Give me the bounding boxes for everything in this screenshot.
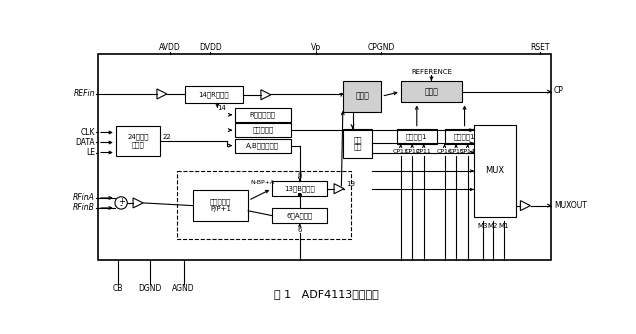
Bar — [272, 208, 328, 223]
Text: REFERENCE: REFERENCE — [411, 69, 452, 75]
Text: 19: 19 — [346, 181, 355, 187]
Text: 图 1   ADF4113原理框图: 图 1 ADF4113原理框图 — [273, 289, 378, 299]
Text: 双模预分频
P/P+1: 双模预分频 P/P+1 — [210, 199, 231, 212]
Circle shape — [298, 193, 301, 196]
Bar — [397, 129, 437, 144]
Bar — [272, 181, 328, 196]
Text: CPGND: CPGND — [368, 43, 395, 52]
Text: 13位B计数器: 13位B计数器 — [284, 185, 315, 192]
Bar — [235, 108, 291, 122]
Text: RFinB: RFinB — [73, 203, 95, 212]
Circle shape — [115, 197, 127, 209]
Text: M1: M1 — [499, 223, 509, 229]
Text: 电流设置1: 电流设置1 — [406, 133, 427, 140]
Text: 14: 14 — [217, 105, 226, 111]
Text: 22: 22 — [162, 134, 171, 140]
Text: 功能锁存器: 功能锁存器 — [252, 127, 273, 134]
Bar — [343, 129, 372, 158]
Text: CP13: CP13 — [392, 149, 408, 154]
Text: AVDD: AVDD — [159, 43, 181, 52]
Bar — [185, 86, 243, 103]
Bar — [474, 125, 516, 217]
Text: 6位A计数器: 6位A计数器 — [287, 212, 313, 219]
Text: 24位输入
寄存器: 24位输入 寄存器 — [127, 134, 149, 148]
Text: LE: LE — [86, 148, 95, 157]
Polygon shape — [520, 201, 530, 211]
Bar — [445, 129, 485, 144]
Bar — [193, 190, 248, 221]
Bar — [177, 171, 350, 239]
Text: MUXOUT: MUXOUT — [554, 201, 587, 210]
Text: RSET: RSET — [530, 43, 550, 52]
Text: 鉴相器: 鉴相器 — [355, 92, 369, 101]
Text: CP12: CP12 — [404, 149, 420, 154]
Text: -: - — [120, 201, 123, 210]
Text: 电流设置1: 电流设置1 — [454, 133, 475, 140]
Text: CP: CP — [554, 86, 563, 95]
Bar — [343, 81, 382, 112]
Text: CB: CB — [113, 284, 123, 293]
Text: M3: M3 — [478, 223, 488, 229]
Polygon shape — [133, 198, 143, 208]
Text: AGND: AGND — [172, 284, 195, 293]
Text: MUX: MUX — [485, 166, 504, 175]
Bar — [98, 54, 551, 260]
Text: RFinA: RFinA — [73, 193, 95, 202]
Text: REFin: REFin — [73, 90, 95, 99]
Bar — [116, 126, 160, 156]
Circle shape — [298, 193, 301, 196]
Text: CP15: CP15 — [448, 149, 464, 154]
Text: DVDD: DVDD — [199, 43, 222, 52]
Text: R计数锁存器: R计数锁存器 — [250, 112, 276, 118]
Text: M2: M2 — [488, 223, 498, 229]
Text: CLK: CLK — [80, 128, 95, 137]
Bar — [401, 81, 462, 103]
Text: CP14: CP14 — [460, 149, 476, 154]
Bar — [235, 139, 291, 153]
Polygon shape — [334, 184, 344, 194]
Text: DATA: DATA — [75, 138, 95, 147]
Text: 14位R计数器: 14位R计数器 — [198, 92, 229, 98]
Text: 电荷泵: 电荷泵 — [424, 87, 438, 96]
Text: 6: 6 — [298, 226, 302, 232]
Text: DGND: DGND — [139, 284, 162, 293]
Bar — [235, 123, 291, 137]
Text: 锁定
检测: 锁定 检测 — [353, 136, 362, 150]
Text: CP16: CP16 — [437, 149, 452, 154]
Polygon shape — [261, 90, 271, 100]
Text: A,B计数锁存器: A,B计数锁存器 — [246, 142, 279, 149]
Text: N-BP+A: N-BP+A — [251, 180, 275, 185]
Polygon shape — [157, 89, 167, 99]
Text: Vp: Vp — [311, 43, 321, 52]
Text: CP11: CP11 — [416, 149, 432, 154]
Text: 6: 6 — [298, 172, 302, 178]
Text: +: + — [118, 197, 125, 206]
